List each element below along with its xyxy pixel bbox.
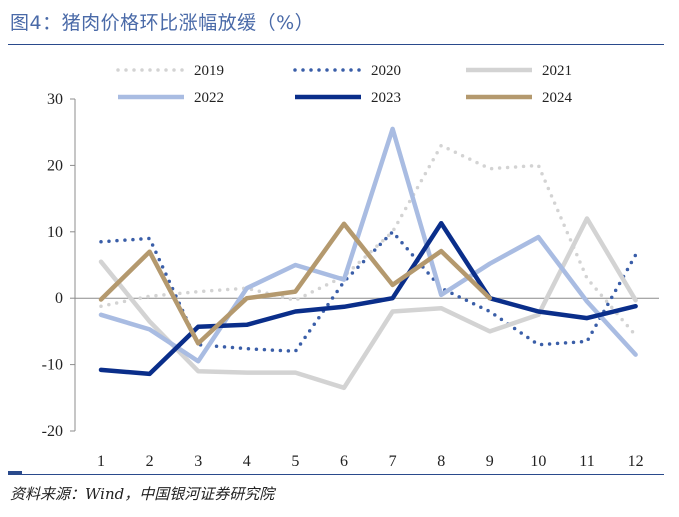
legend-label-2021: 2021: [542, 63, 572, 79]
series-line-2023: [98, 220, 638, 377]
x-tick-label: 1: [97, 453, 105, 470]
series-line-2020: [99, 230, 638, 354]
series-line-2022: [98, 126, 638, 364]
x-tick-label: 10: [530, 453, 546, 470]
legend-label-2022: 2022: [194, 90, 224, 106]
legend-label-2023: 2023: [371, 90, 401, 106]
y-tick-label: 10: [47, 224, 63, 241]
source-note: 资料来源：Wind，中国银河证券研究院: [10, 485, 275, 503]
legend-label-2019: 2019: [194, 63, 224, 79]
title-rule: [8, 44, 664, 45]
x-tick-label: 9: [486, 453, 494, 470]
y-tick-label: 0: [55, 290, 63, 307]
series-line-2024: [98, 221, 493, 346]
chart-title: 图4：猪肉价格环比涨幅放缓（%）: [10, 12, 315, 34]
x-tick-label: 2: [146, 453, 154, 470]
footer-rule-mark: [8, 471, 22, 474]
x-tick-label: 8: [437, 453, 445, 470]
legend-label-2020: 2020: [371, 63, 401, 79]
x-tick-label: 12: [628, 453, 644, 470]
x-tick-label: 4: [243, 453, 251, 470]
y-tick-label: 20: [47, 157, 63, 174]
x-tick-label: 5: [291, 453, 299, 470]
series-line-2021: [98, 216, 638, 391]
y-tick-label: 30: [47, 91, 63, 108]
y-tick-label: -20: [42, 423, 63, 440]
x-tick-label: 7: [389, 453, 397, 470]
x-tick-label: 11: [579, 453, 594, 470]
series-group: [98, 126, 638, 391]
x-tick-label: 6: [340, 453, 348, 470]
x-tick-label: 3: [194, 453, 202, 470]
legend: 2019 2020 2021 2022 2023 2024: [116, 63, 573, 106]
footer-rule: [8, 474, 664, 475]
y-tick-label: -10: [42, 357, 63, 374]
legend-label-2024: 2024: [542, 90, 573, 106]
